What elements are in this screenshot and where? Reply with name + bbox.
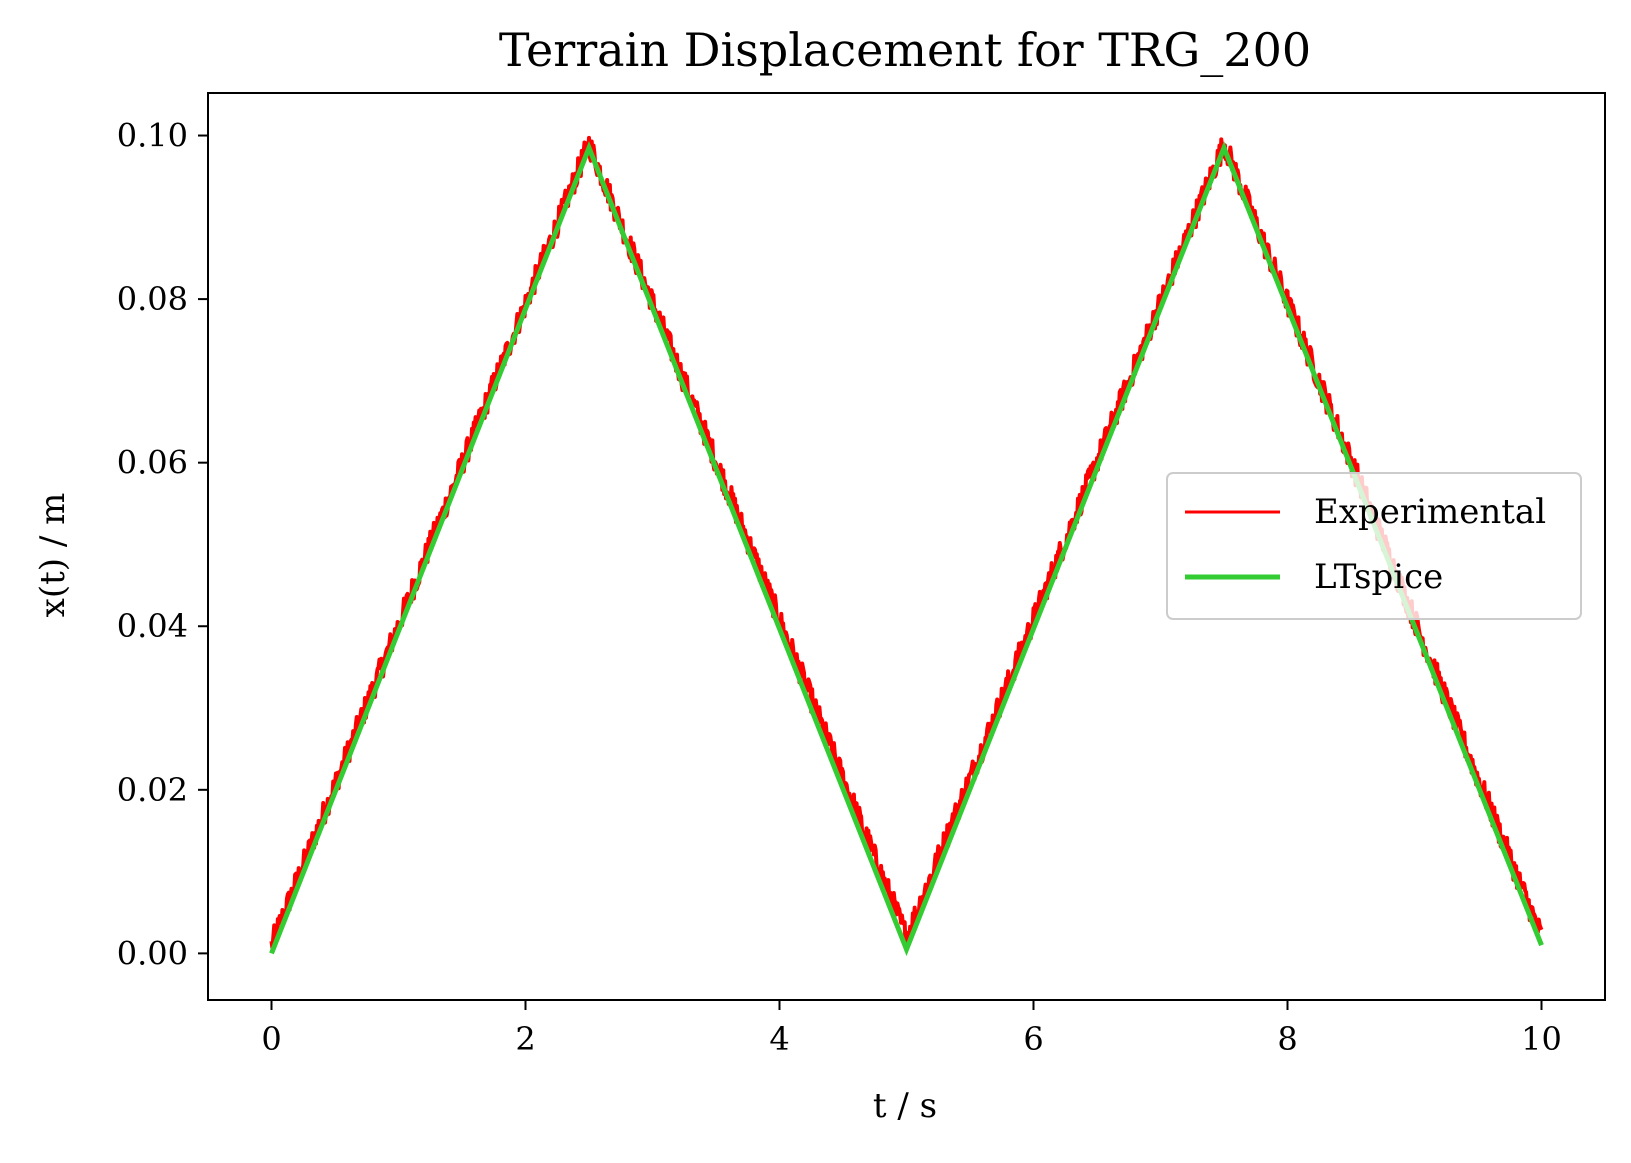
y-tick-label: 0.06 bbox=[117, 444, 188, 482]
x-tick-label: 8 bbox=[1277, 1020, 1297, 1058]
x-tick-label: 0 bbox=[261, 1020, 281, 1058]
y-tick-label: 0.10 bbox=[117, 117, 188, 155]
series-ltspice-line bbox=[269, 140, 1544, 957]
y-tick-label: 0.04 bbox=[117, 607, 188, 645]
chart-title: Terrain Displacement for TRG_200 bbox=[499, 23, 1311, 77]
x-tick-label: 6 bbox=[1023, 1020, 1043, 1058]
x-tick-label: 2 bbox=[515, 1020, 535, 1058]
y-axis-label: x(t) / m bbox=[33, 493, 73, 618]
y-tick-label: 0.00 bbox=[117, 934, 188, 972]
x-tick-label: 4 bbox=[769, 1020, 789, 1058]
y-tick-label: 0.08 bbox=[117, 280, 188, 318]
plot-frame bbox=[207, 92, 1606, 1001]
y-tick-label: 0.02 bbox=[117, 771, 188, 809]
legend-label-ltspice: LTspice bbox=[1314, 557, 1443, 597]
legend-label-experimental: Experimental bbox=[1314, 492, 1546, 532]
legend-box bbox=[1166, 472, 1582, 620]
x-tick-label: 10 bbox=[1521, 1020, 1562, 1058]
x-axis-label: t / s bbox=[873, 1086, 937, 1126]
